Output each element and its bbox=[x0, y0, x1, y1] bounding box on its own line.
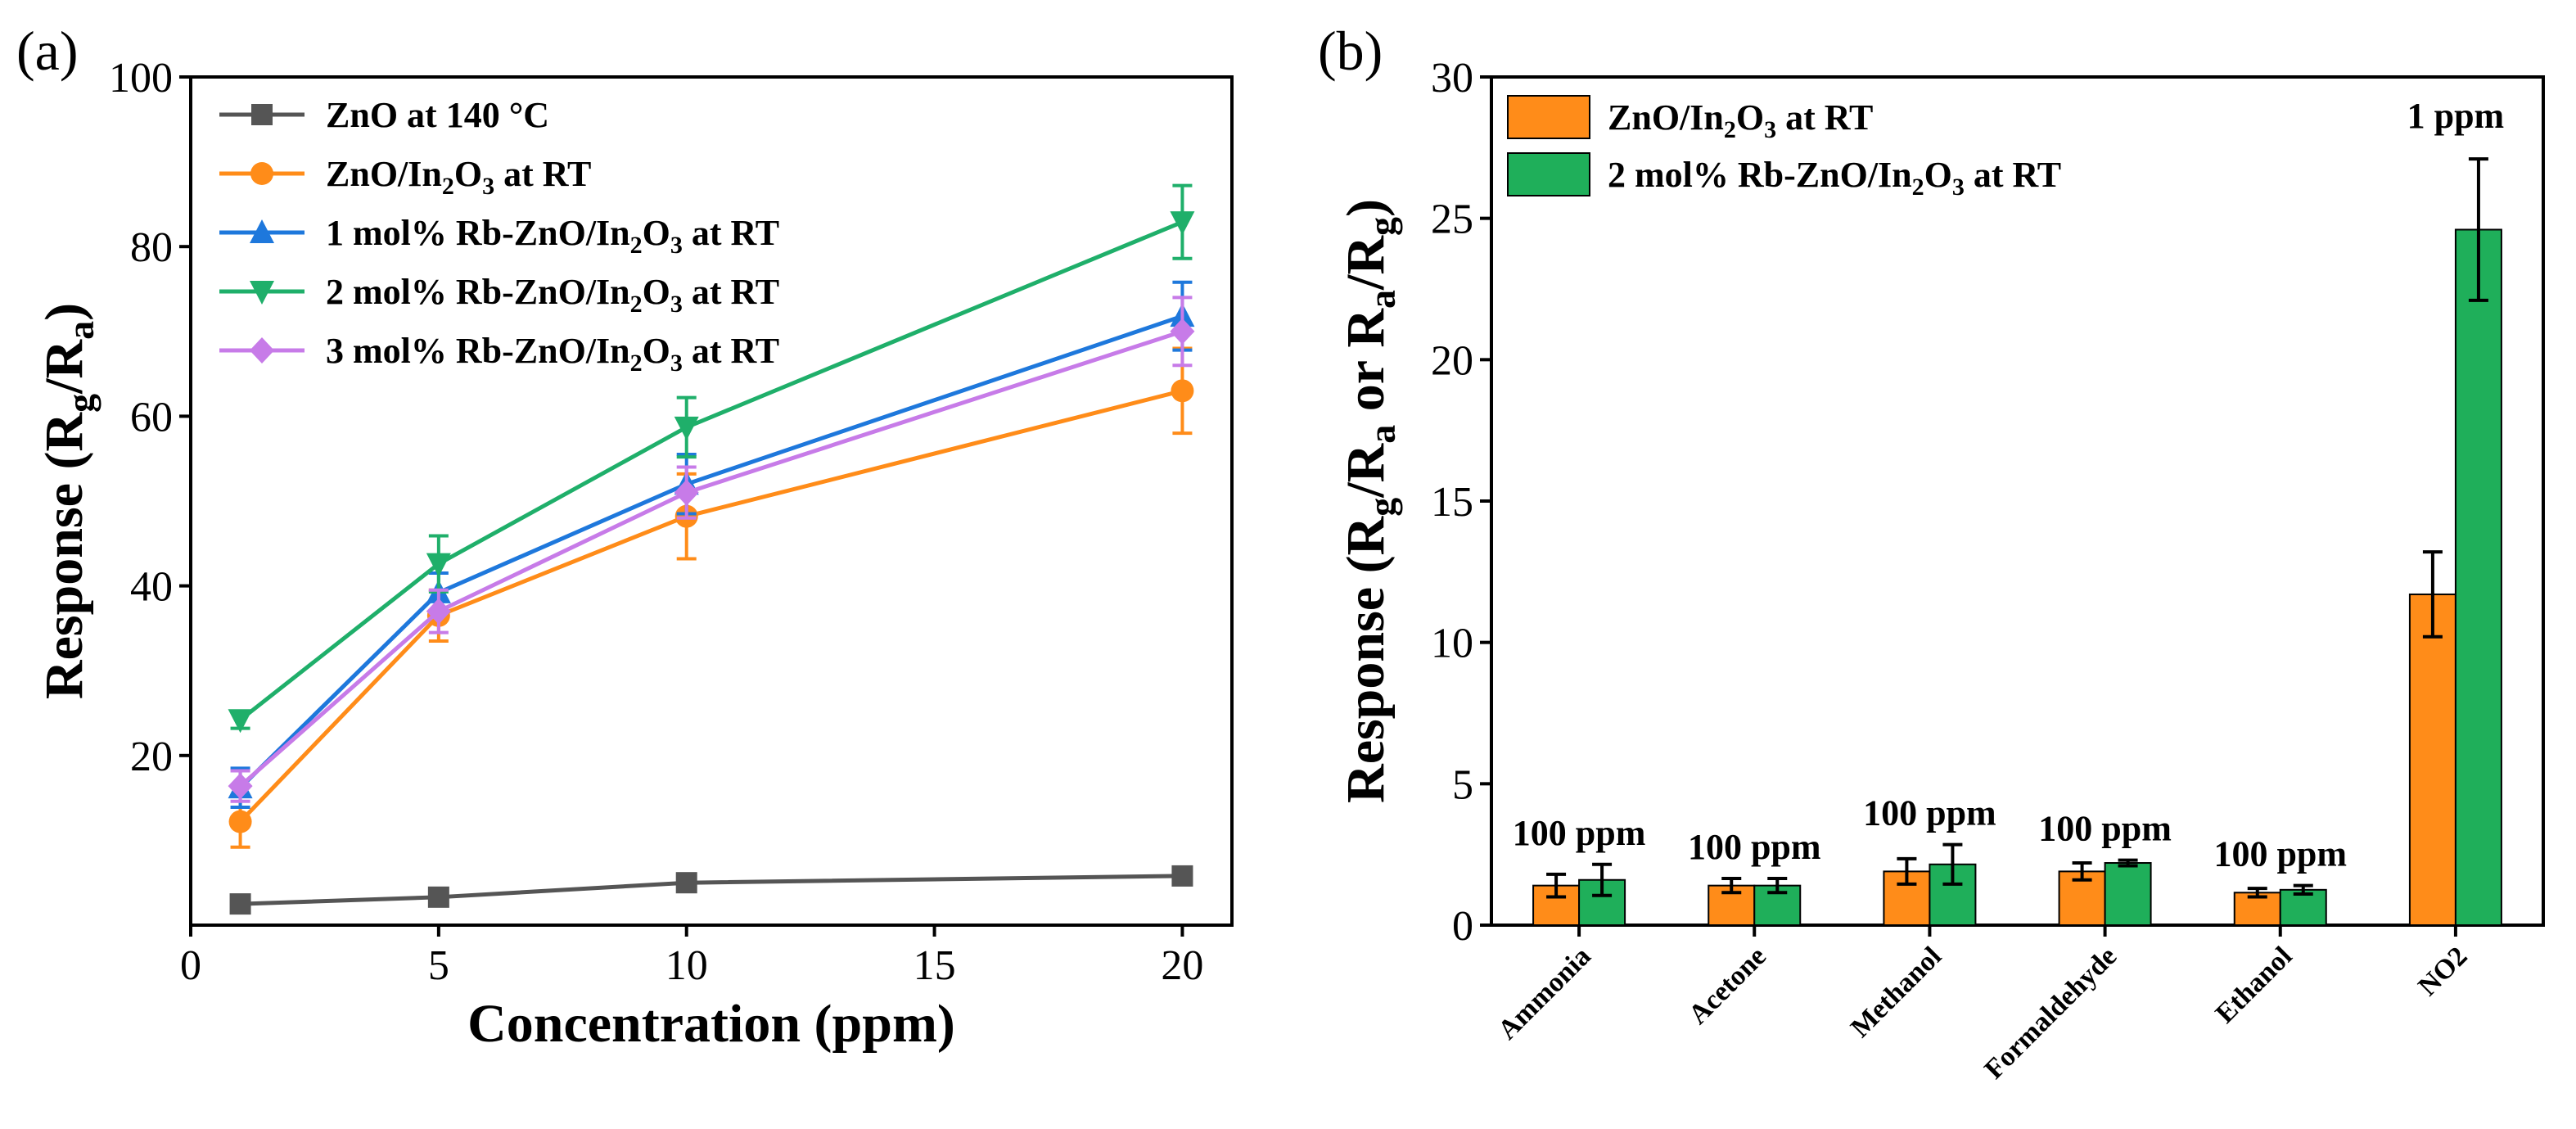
legend-label: 3 mol% Rb-ZnO/In2O3 at RT bbox=[326, 331, 779, 377]
bar bbox=[2279, 888, 2327, 927]
x-tick-label: 10 bbox=[665, 942, 708, 989]
category-label: NO2 bbox=[2412, 941, 2473, 1001]
y-tick-label: 20 bbox=[1431, 337, 1473, 384]
bar bbox=[2104, 862, 2152, 926]
bar bbox=[2408, 593, 2456, 927]
data-point bbox=[426, 598, 451, 625]
bar-annotation: 100 ppm bbox=[1688, 827, 1821, 867]
data-point bbox=[674, 416, 699, 440]
x-tick-label: 20 bbox=[1161, 942, 1203, 989]
legend-label: 1 mol% Rb-ZnO/In2O3 at RT bbox=[326, 213, 779, 259]
legend-swatch bbox=[1507, 152, 1590, 196]
data-point bbox=[674, 479, 699, 506]
bar-annotation: 100 ppm bbox=[1513, 813, 1646, 853]
category-label: Methanol bbox=[1845, 941, 1947, 1043]
data-point bbox=[1170, 211, 1195, 236]
data-point bbox=[229, 893, 251, 915]
data-point bbox=[427, 886, 449, 908]
legend-label: 2 mol% Rb-ZnO/In2O3 at RT bbox=[326, 272, 779, 318]
y-tick-label: 10 bbox=[1431, 621, 1473, 667]
y-tick-label: 30 bbox=[1431, 55, 1473, 102]
data-point bbox=[228, 810, 252, 833]
data-point bbox=[228, 773, 253, 800]
bar bbox=[2454, 228, 2502, 927]
series-line bbox=[238, 388, 1184, 824]
y-tick-label: 15 bbox=[1431, 479, 1473, 526]
panel-a-label: (a) bbox=[16, 20, 78, 82]
y-tick-label: 0 bbox=[1452, 903, 1473, 950]
panel-a-frame bbox=[189, 75, 1234, 927]
category-label: Ethanol bbox=[2210, 941, 2299, 1029]
panel-b-frame bbox=[1490, 75, 2545, 927]
legend-label: 2 mol% Rb-ZnO/In2O3 at RT bbox=[1608, 155, 2061, 201]
series-line bbox=[240, 874, 1183, 906]
category-label: Acetone bbox=[1683, 941, 1772, 1030]
data-point bbox=[1171, 379, 1194, 403]
legend-marker bbox=[250, 281, 274, 305]
y-tick-label: 100 bbox=[109, 55, 173, 102]
data-point bbox=[426, 553, 451, 577]
panel-a-x-axis-title: Concentration (ppm) bbox=[467, 994, 955, 1054]
bar-annotation: 100 ppm bbox=[1863, 793, 1996, 833]
panel-b-marks: 0 5 10 15 20 25 30 100 ppm Ammonia 100 ppm Acetone… bbox=[1431, 55, 2504, 1085]
data-point bbox=[1171, 865, 1193, 887]
legend-label: ZnO/In2O3 at RT bbox=[326, 154, 591, 200]
series-line bbox=[239, 219, 1184, 722]
y-tick-label: 25 bbox=[1431, 196, 1473, 243]
y-tick-label: 5 bbox=[1452, 761, 1473, 808]
bar-annotation: 100 ppm bbox=[2038, 809, 2172, 849]
x-tick-label: 5 bbox=[428, 942, 449, 989]
panel-b-label: (b) bbox=[1318, 20, 1383, 82]
series-line bbox=[238, 329, 1184, 788]
legend-label: ZnO at 140 °C bbox=[326, 95, 549, 135]
data-point bbox=[1170, 318, 1195, 345]
bar-annotation: 1 ppm bbox=[2407, 96, 2505, 136]
y-tick-label: 60 bbox=[130, 394, 173, 440]
category-label: Formaldehyde bbox=[1978, 941, 2123, 1085]
series-line bbox=[238, 314, 1184, 789]
y-tick-label: 40 bbox=[130, 564, 173, 611]
panel-a-marks: 0 5 10 15 20 20 40 60 80 100 ZnO at 140 °C ZnO/In2O… bbox=[109, 55, 1203, 989]
legend-marker bbox=[250, 162, 273, 185]
legend-label: ZnO/In2O3 at RT bbox=[1608, 97, 1873, 143]
panel-a: (a) 0 5 10 15 20 20 40 60 80 100 ZnO at 140 °C ZnO/… bbox=[16, 20, 1234, 1054]
legend-marker bbox=[250, 337, 274, 364]
panel-a-y-axis-title: Response (Rg/Ra) bbox=[34, 303, 102, 699]
x-tick-label: 0 bbox=[180, 942, 201, 989]
y-tick-label: 80 bbox=[130, 224, 173, 271]
panel-b-y-axis-title: Response (Rg/Ra or Ra/Rg) bbox=[1336, 199, 1403, 803]
category-label: Ammonia bbox=[1492, 941, 1597, 1045]
panel-b: (b) 0 5 10 15 20 25 30 100 ppm Ammonia 100 ppm Ace… bbox=[1318, 20, 2545, 1085]
x-tick-label: 15 bbox=[914, 942, 956, 989]
legend-marker bbox=[250, 219, 274, 243]
data-point bbox=[675, 872, 697, 894]
data-point bbox=[228, 709, 253, 734]
legend-marker bbox=[251, 104, 273, 125]
bar-annotation: 100 ppm bbox=[2213, 834, 2347, 874]
legend-swatch bbox=[1507, 95, 1590, 139]
y-tick-label: 20 bbox=[130, 734, 173, 780]
